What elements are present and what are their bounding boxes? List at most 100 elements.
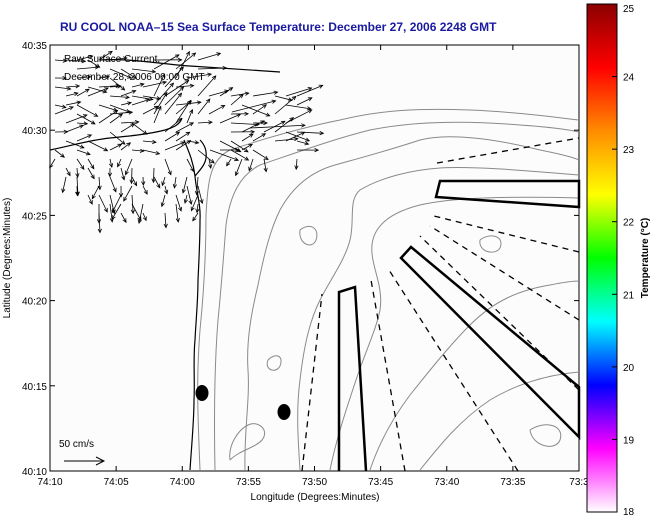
current-vector	[230, 92, 249, 97]
current-vector-head	[189, 83, 195, 88]
current-vector-head	[318, 84, 324, 89]
y-tick-label: 40:15	[22, 382, 47, 393]
current-vector-head	[93, 112, 99, 117]
current-vector	[186, 73, 212, 79]
current-vector-head	[181, 188, 186, 194]
current-vector	[164, 93, 182, 115]
current-vector	[196, 176, 199, 195]
current-vector	[98, 110, 118, 124]
current-vector-head	[129, 179, 134, 185]
current-vector-head	[109, 217, 114, 223]
contour-line	[229, 423, 266, 461]
current-vector-head	[164, 189, 169, 195]
current-vector-head	[190, 167, 194, 173]
current-vector	[153, 74, 165, 97]
current-vector-head	[265, 112, 271, 117]
current-vector-head	[126, 142, 132, 147]
current-vector	[161, 194, 166, 207]
current-vector	[164, 86, 184, 106]
current-vector-head	[178, 206, 183, 212]
current-vector-head	[319, 131, 325, 136]
current-vector	[231, 100, 276, 113]
current-vector-head	[220, 104, 226, 109]
current-vector-head	[185, 131, 191, 136]
current-vector	[54, 59, 67, 62]
current-vector	[109, 57, 127, 61]
current-vector-head	[291, 95, 297, 101]
contour-line	[299, 225, 318, 246]
current-vector-head	[153, 105, 159, 110]
current-vector-head	[234, 157, 240, 162]
x-tick-label: 73:35	[500, 477, 525, 488]
current-vector-head	[134, 120, 140, 125]
y-axis-label: Latitude (Degrees:Minutes)	[2, 198, 13, 319]
colorbar-ticks: 25 24 23 22 21 20 19 18	[612, 3, 635, 518]
current-vector-head	[155, 150, 161, 156]
current-vector	[296, 97, 313, 106]
current-vector-head	[307, 109, 313, 114]
current-vector-head	[137, 219, 142, 225]
current-vector-head	[206, 98, 211, 104]
current-vector	[296, 131, 324, 134]
current-vector	[175, 51, 190, 79]
current-vector	[197, 98, 211, 115]
current-vector-head	[125, 95, 130, 100]
current-vector	[87, 86, 107, 93]
current-vector-head	[305, 137, 311, 142]
current-vector	[230, 122, 259, 125]
current-vector-head	[126, 74, 132, 79]
current-vector-head	[81, 59, 87, 64]
current-vector	[249, 124, 305, 129]
colorbar-tick-label: 22	[623, 218, 635, 229]
current-vector	[164, 141, 185, 151]
contour-line	[329, 196, 580, 471]
current-vector	[175, 131, 190, 142]
current-vector	[164, 131, 180, 142]
current-vector	[76, 134, 92, 142]
current-vector-head	[60, 153, 65, 158]
current-vector-head	[75, 84, 81, 89]
scale-arrow	[64, 456, 106, 466]
current-vector	[76, 88, 90, 97]
current-vector	[76, 66, 99, 70]
current-vector	[161, 176, 166, 186]
map-title: RU COOL NOAA–15 Sea Surface Temperature:…	[60, 20, 497, 34]
current-vector	[197, 75, 217, 97]
current-vector-head	[307, 97, 313, 102]
colorbar-tick-label: 24	[623, 73, 635, 84]
current-vector	[226, 158, 232, 166]
colorbar-label: Temperature (°C)	[640, 218, 651, 299]
current-vector	[164, 185, 168, 194]
current-vector-head	[250, 129, 256, 134]
current-vector-head	[127, 101, 132, 106]
current-vector	[65, 167, 71, 176]
colorbar-tick-label: 18	[623, 507, 635, 518]
current-vector	[65, 140, 85, 149]
current-vector	[248, 158, 254, 171]
current-vector	[285, 131, 310, 142]
current-vector-head	[261, 133, 267, 138]
zone-line	[301, 293, 323, 472]
contour-line	[419, 371, 580, 471]
current-vector	[230, 149, 249, 161]
current-vector-head	[222, 65, 228, 71]
current-vector-head	[191, 52, 197, 57]
current-vector	[285, 131, 305, 142]
current-vector	[184, 194, 188, 204]
current-vector-head	[180, 141, 186, 146]
current-vector-head	[88, 54, 94, 59]
y-axis-ticks: 40:35 40:30 40:25 40:20 40:15 40:10	[22, 41, 579, 478]
shipping-lanes	[337, 179, 581, 472]
current-vector-head	[208, 120, 213, 125]
zone-line	[429, 225, 580, 321]
current-vector-head	[189, 108, 194, 114]
current-vector	[295, 158, 298, 170]
current-vector-head	[210, 159, 215, 164]
current-vector	[65, 92, 78, 97]
current-vector-head	[263, 120, 268, 126]
current-vector-head	[122, 56, 128, 61]
current-vector	[120, 167, 125, 180]
current-vector-head	[192, 216, 197, 222]
coastline-ny-harbor	[49, 117, 183, 151]
x-tick-label: 73:55	[236, 477, 261, 488]
